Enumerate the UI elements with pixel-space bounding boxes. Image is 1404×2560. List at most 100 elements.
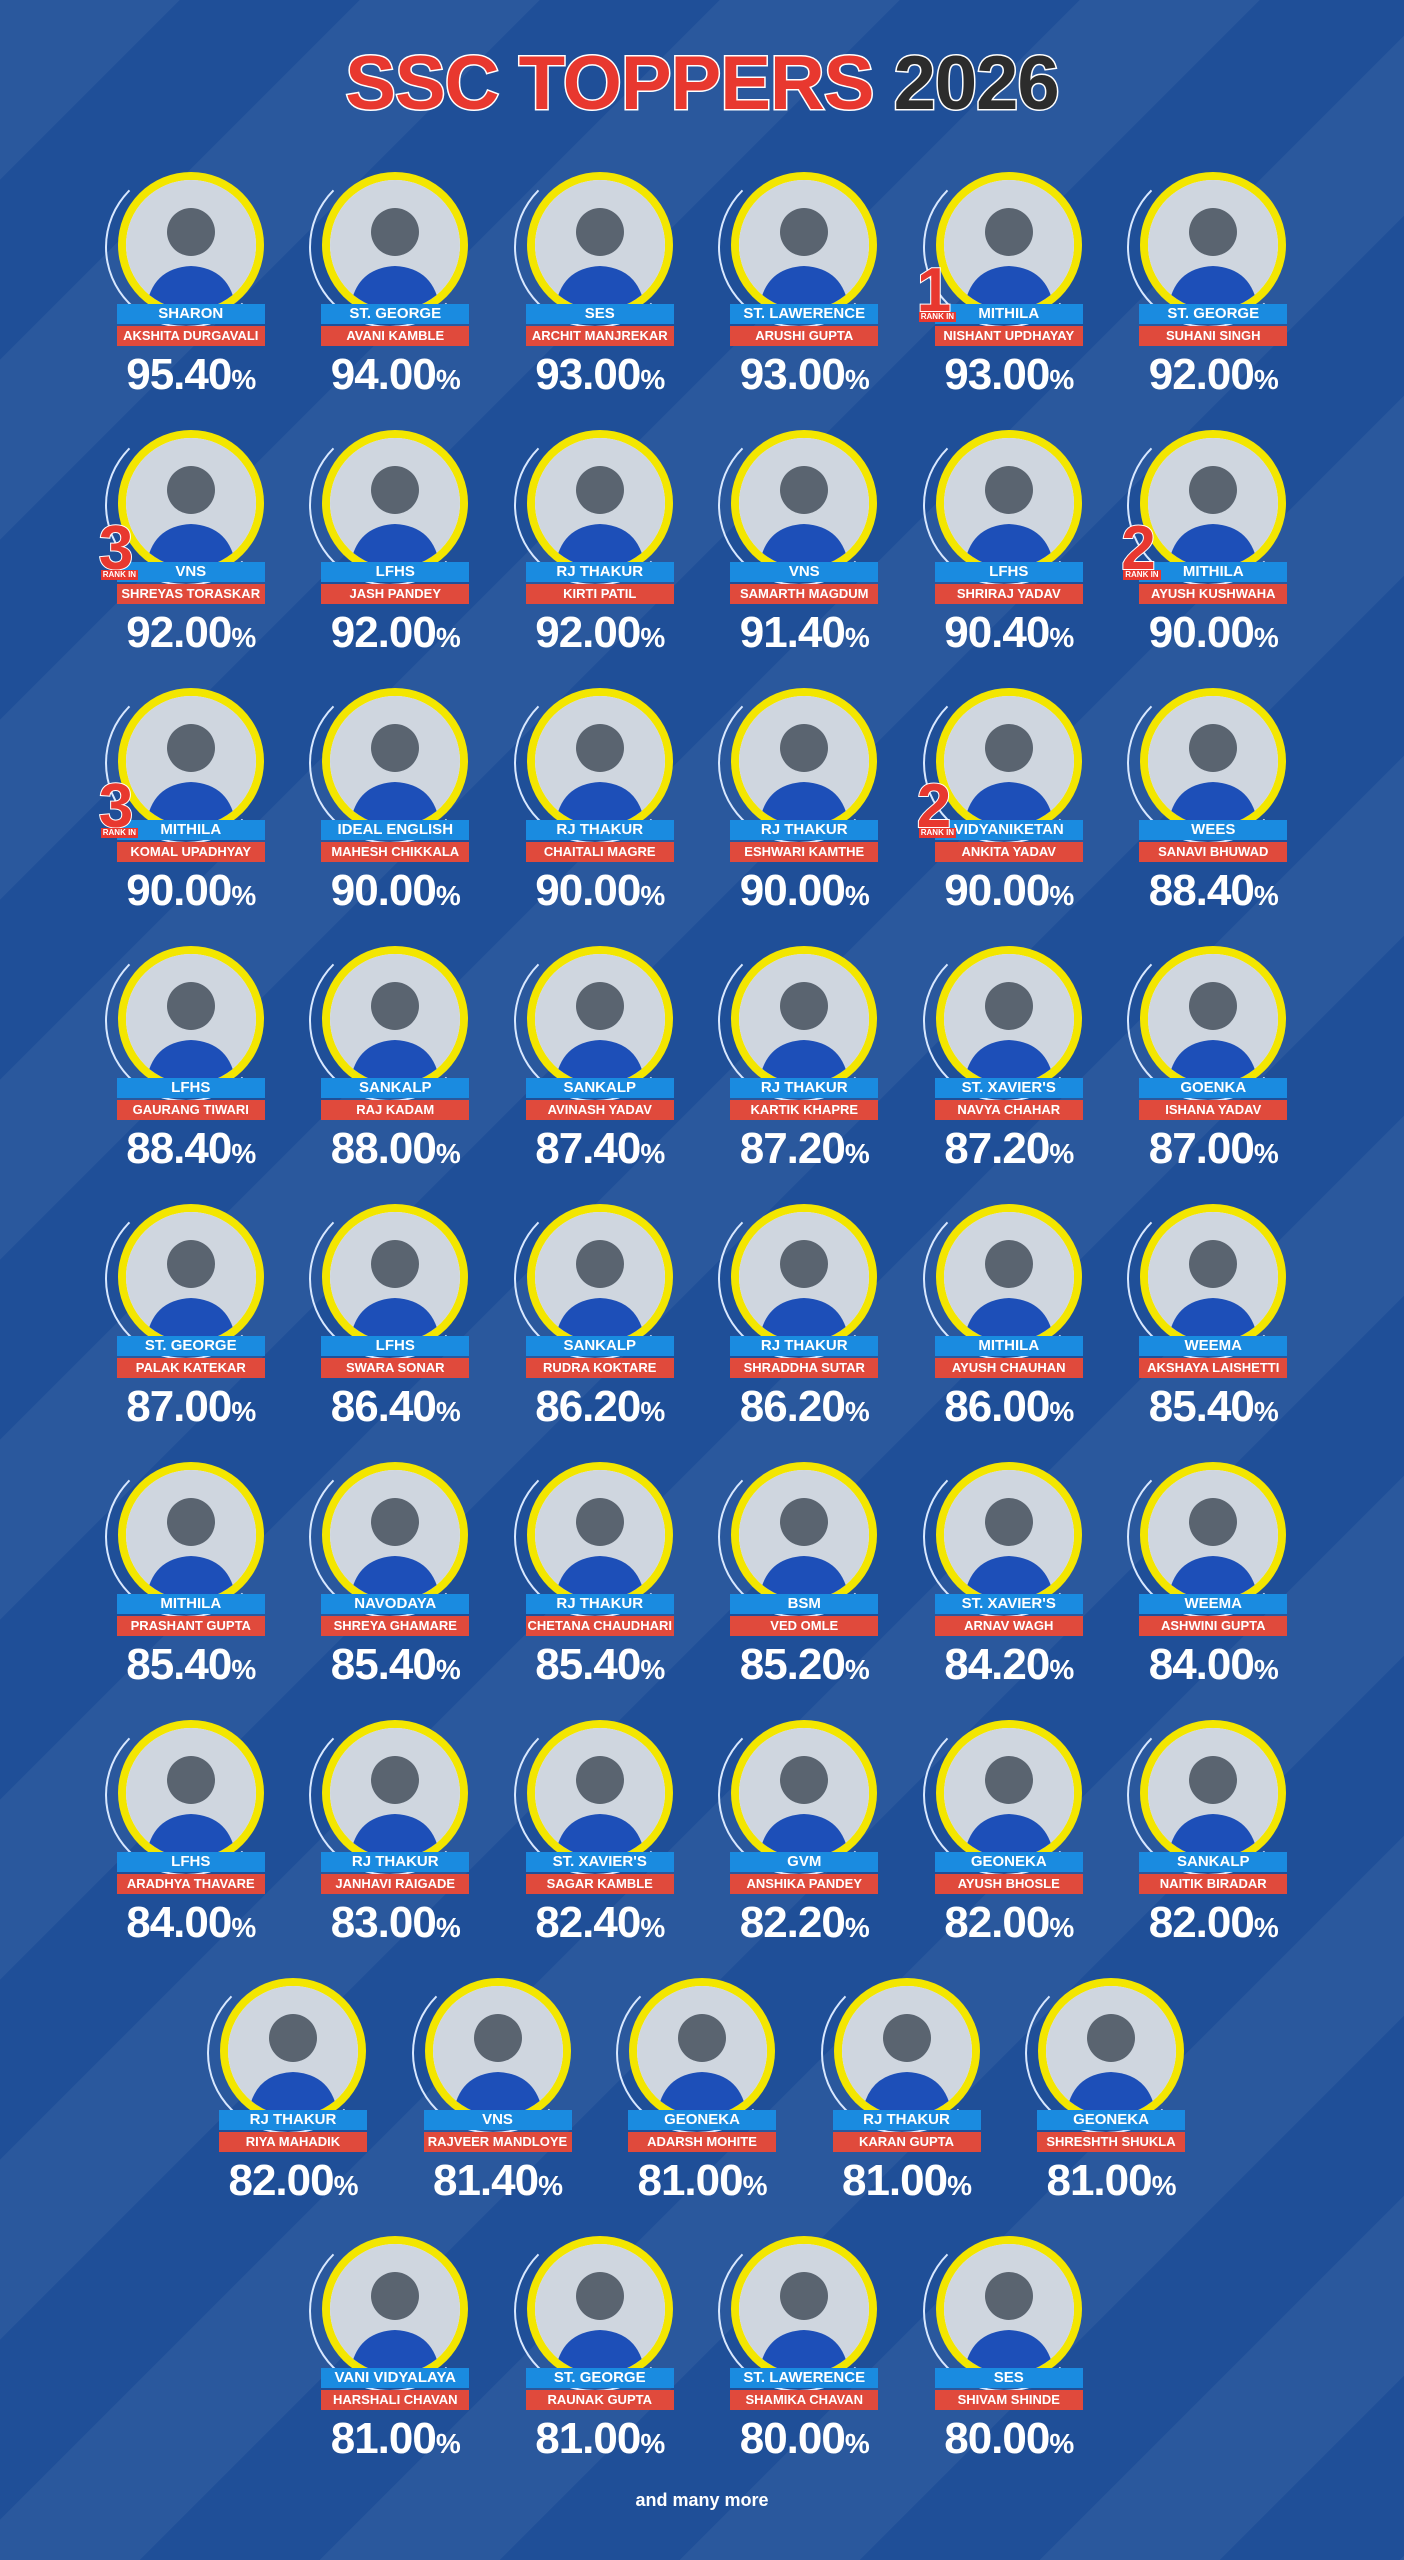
score-value: 88.40 bbox=[126, 1124, 232, 1173]
student-photo bbox=[943, 696, 1074, 826]
photo-ring bbox=[117, 946, 264, 1092]
score: 84.00% bbox=[1113, 1640, 1313, 1690]
student-photo bbox=[330, 1212, 461, 1342]
score-value: 94.00 bbox=[330, 350, 437, 399]
topper-card: LFHS ARADHYA THAVARE 84.00% bbox=[91, 1714, 291, 1960]
topper-card: VNS SAMARTH MAGDUM 91.40% bbox=[704, 424, 904, 670]
topper-card: ST. LAWERENCE ARUSHI GUPTA 93.00% bbox=[704, 166, 904, 412]
topper-card: WEEMA AKSHAYA LAISHETTI 85.40% bbox=[1113, 1198, 1313, 1444]
score-value: 85.40 bbox=[126, 1640, 232, 1689]
topper-card: LFHS GAURANG TIWARI 88.40% bbox=[91, 940, 291, 1186]
photo-ring bbox=[1140, 1204, 1287, 1350]
score-value: 87.20 bbox=[944, 1124, 1050, 1173]
student-photo bbox=[739, 1470, 870, 1600]
student-photo bbox=[739, 1212, 870, 1342]
score-value: 82.20 bbox=[739, 1898, 846, 1947]
photo-ring bbox=[117, 688, 264, 834]
score-value: 87.20 bbox=[739, 1124, 846, 1173]
photo-ring bbox=[935, 1462, 1082, 1608]
student-photo bbox=[739, 954, 870, 1084]
score-value: 90.00 bbox=[1148, 608, 1255, 657]
school-label: VNS bbox=[730, 562, 879, 582]
score: 90.00% bbox=[909, 866, 1109, 916]
score: 90.00% bbox=[704, 866, 904, 916]
topper-card: BSM VED OMLE 85.20% bbox=[704, 1456, 904, 1702]
student-name: VED OMLE bbox=[730, 1616, 879, 1636]
rank-number: 3 bbox=[98, 772, 135, 841]
topper-card: MITHILA AYUSH CHAUHAN 86.00% bbox=[909, 1198, 1109, 1444]
student-photo bbox=[534, 696, 665, 826]
score-value: 84.20 bbox=[944, 1640, 1050, 1689]
score: 85.40% bbox=[1113, 1382, 1313, 1432]
score-value: 88.40 bbox=[1148, 866, 1255, 915]
student-photo bbox=[739, 696, 870, 826]
score-unit: % bbox=[1049, 1138, 1074, 1169]
score-unit: % bbox=[1049, 2428, 1074, 2459]
score-value: 85.40 bbox=[535, 1640, 641, 1689]
school-label: GEONEKA bbox=[934, 1852, 1083, 1872]
school-label: SANKALP bbox=[525, 1336, 674, 1356]
photo-ring bbox=[526, 1720, 673, 1866]
student-name: ANKITA YADAV bbox=[934, 842, 1083, 862]
student-photo bbox=[1046, 1986, 1176, 2116]
photo-ring bbox=[117, 430, 264, 576]
student-photo bbox=[125, 180, 256, 310]
score: 88.40% bbox=[1113, 866, 1313, 916]
rank-badge: 2 RANK IN bbox=[916, 775, 957, 839]
student-photo bbox=[637, 1986, 767, 2116]
school-label: WEES bbox=[1139, 820, 1288, 840]
school-label: GEONEKA bbox=[628, 2110, 776, 2130]
score: 87.00% bbox=[91, 1382, 291, 1432]
score: 86.20% bbox=[500, 1382, 700, 1432]
student-photo bbox=[1148, 1728, 1279, 1858]
topper-card: ST. XAVIER'S ARNAV WAGH 84.20% bbox=[909, 1456, 1109, 1702]
score: 92.00% bbox=[91, 608, 291, 658]
topper-card: GOENKA ISHANA YADAV 87.00% bbox=[1113, 940, 1313, 1186]
photo-ring bbox=[731, 2236, 878, 2382]
school-label: ST. XAVIER'S bbox=[934, 1594, 1083, 1614]
school-label: VNS bbox=[116, 562, 265, 582]
score-unit: % bbox=[1253, 1138, 1279, 1169]
title-year: 2026 bbox=[892, 40, 1061, 128]
student-name: SHRESHTH SHUKLA bbox=[1037, 2132, 1185, 2152]
rank-badge: 2 RANK IN bbox=[1120, 517, 1161, 581]
score-unit: % bbox=[435, 1912, 461, 1943]
school-label: RJ THAKUR bbox=[525, 820, 674, 840]
photo-ring bbox=[117, 1462, 264, 1608]
score-value: 82.00 bbox=[228, 2156, 334, 2205]
student-photo bbox=[943, 2244, 1074, 2374]
school-label: SES bbox=[525, 304, 674, 324]
student-photo bbox=[534, 1470, 665, 1600]
student-photo bbox=[330, 2244, 461, 2374]
score: 88.40% bbox=[91, 1124, 291, 1174]
photo-ring bbox=[526, 1462, 673, 1608]
school-label: ST. GEORGE bbox=[116, 1336, 265, 1356]
student-photo bbox=[943, 954, 1074, 1084]
score-value: 81.00 bbox=[637, 2156, 743, 2205]
score-value: 90.00 bbox=[944, 866, 1050, 915]
student-photo bbox=[228, 1986, 358, 2116]
score-value: 81.40 bbox=[432, 2156, 539, 2205]
student-photo bbox=[125, 696, 256, 826]
school-label: SANKALP bbox=[525, 1078, 674, 1098]
photo-ring bbox=[935, 946, 1082, 1092]
student-name: SANAVI BHUWAD bbox=[1139, 842, 1288, 862]
score-value: 93.00 bbox=[535, 350, 641, 399]
topper-card: ST. GEORGE RAUNAK GUPTA 81.00% bbox=[500, 2230, 700, 2476]
student-name: KIRTI PATIL bbox=[525, 584, 674, 604]
score-unit: % bbox=[1049, 364, 1074, 395]
photo-ring bbox=[117, 1720, 264, 1866]
student-name: SHAMIKA CHAVAN bbox=[730, 2390, 879, 2410]
score-unit: % bbox=[435, 880, 461, 911]
student-name: SUHANI SINGH bbox=[1139, 326, 1288, 346]
score-value: 80.00 bbox=[739, 2414, 846, 2463]
score: 82.20% bbox=[704, 1898, 904, 1948]
student-photo bbox=[943, 1470, 1074, 1600]
student-name: AYUSH CHAUHAN bbox=[934, 1358, 1083, 1378]
school-label: SANKALP bbox=[1139, 1852, 1288, 1872]
score-unit: % bbox=[947, 2170, 972, 2201]
school-label: VANI VIDYALAYA bbox=[321, 2368, 470, 2388]
student-name: KOMAL UPADHYAY bbox=[116, 842, 265, 862]
student-name: AKSHAYA LAISHETTI bbox=[1139, 1358, 1288, 1378]
